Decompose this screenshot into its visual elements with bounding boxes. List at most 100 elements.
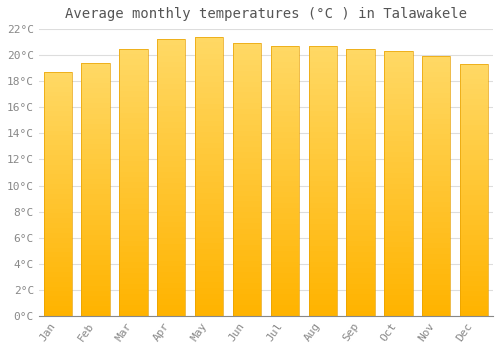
Bar [119, 124, 148, 129]
Bar [346, 193, 375, 198]
Bar [384, 252, 412, 258]
Bar [270, 294, 299, 300]
Bar [460, 220, 488, 225]
Bar [195, 282, 224, 288]
Bar [270, 138, 299, 143]
Bar [308, 51, 337, 57]
Bar [270, 213, 299, 219]
Bar [460, 170, 488, 175]
Bar [157, 128, 186, 133]
Bar [384, 300, 412, 305]
Bar [308, 132, 337, 138]
Bar [195, 37, 224, 316]
Bar [44, 282, 72, 287]
Bar [82, 159, 110, 164]
Bar [346, 107, 375, 113]
Bar [308, 84, 337, 89]
Bar [82, 265, 110, 270]
Bar [270, 240, 299, 246]
Bar [195, 42, 224, 48]
Bar [233, 169, 261, 174]
Bar [384, 268, 412, 274]
Bar [346, 140, 375, 145]
Bar [460, 160, 488, 165]
Bar [195, 121, 224, 126]
Bar [44, 189, 72, 194]
Bar [233, 240, 261, 245]
Bar [44, 228, 72, 233]
Bar [119, 177, 148, 182]
Bar [195, 204, 224, 210]
Bar [308, 213, 337, 219]
Bar [157, 277, 186, 283]
Bar [119, 65, 148, 70]
Bar [460, 64, 488, 316]
Bar [44, 277, 72, 282]
Bar [346, 225, 375, 230]
Bar [119, 294, 148, 300]
Bar [346, 49, 375, 54]
Bar [308, 219, 337, 224]
Bar [157, 100, 186, 106]
Bar [44, 238, 72, 243]
Bar [270, 68, 299, 73]
Bar [308, 159, 337, 165]
Bar [460, 110, 488, 114]
Bar [422, 212, 450, 217]
Bar [460, 286, 488, 291]
Bar [460, 195, 488, 200]
Bar [82, 270, 110, 275]
Bar [346, 220, 375, 225]
Bar [157, 106, 186, 111]
Bar [460, 94, 488, 99]
Bar [44, 209, 72, 214]
Bar [460, 200, 488, 205]
Bar [384, 183, 412, 189]
Bar [82, 290, 110, 296]
Bar [233, 98, 261, 103]
Bar [422, 113, 450, 119]
Bar [157, 150, 186, 155]
Bar [422, 108, 450, 113]
Bar [195, 54, 224, 59]
Bar [384, 231, 412, 237]
Bar [384, 99, 412, 104]
Bar [308, 305, 337, 310]
Bar [460, 69, 488, 74]
Bar [422, 197, 450, 202]
Bar [233, 103, 261, 109]
Bar [270, 235, 299, 240]
Bar [119, 257, 148, 262]
Bar [195, 271, 224, 277]
Bar [270, 154, 299, 159]
Bar [157, 117, 186, 122]
Bar [384, 263, 412, 268]
Bar [308, 57, 337, 62]
Bar [460, 180, 488, 185]
Bar [157, 238, 186, 244]
Bar [422, 290, 450, 295]
Bar [82, 78, 110, 83]
Bar [157, 310, 186, 316]
Bar [233, 152, 261, 158]
Bar [346, 86, 375, 91]
Bar [422, 228, 450, 233]
Bar [82, 63, 110, 68]
Bar [82, 169, 110, 174]
Bar [270, 289, 299, 294]
Bar [384, 310, 412, 316]
Bar [157, 205, 186, 211]
Bar [384, 173, 412, 178]
Bar [346, 305, 375, 310]
Bar [270, 251, 299, 257]
Bar [308, 224, 337, 230]
Bar [346, 70, 375, 75]
Bar [422, 93, 450, 98]
Bar [157, 62, 186, 67]
Bar [195, 260, 224, 266]
Bar [157, 255, 186, 261]
Bar [422, 223, 450, 228]
Bar [157, 45, 186, 50]
Bar [233, 136, 261, 141]
Bar [270, 310, 299, 316]
